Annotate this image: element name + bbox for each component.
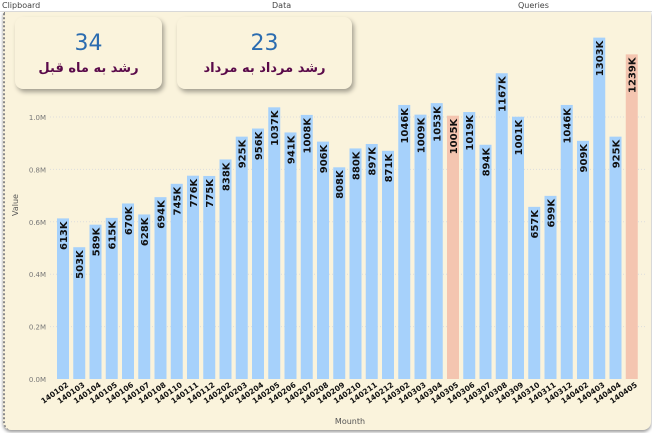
bar (349, 148, 362, 379)
bar (219, 159, 232, 379)
data-label: 909K (579, 143, 590, 173)
kpi-label: رشد به ماه قبل (38, 61, 139, 76)
data-label: 615K (108, 220, 119, 250)
data-label: 906K (319, 143, 330, 173)
data-label: 941K (287, 134, 298, 164)
data-label: 628K (140, 216, 151, 246)
data-label: 956K (254, 130, 265, 160)
bar (300, 114, 313, 380)
ribbon-group-data: Data (272, 1, 292, 10)
data-label: 1019K (465, 114, 476, 151)
bar (463, 112, 476, 379)
bar (187, 175, 199, 379)
bar (625, 54, 638, 380)
bar (235, 136, 248, 379)
data-label: 880K (352, 150, 363, 180)
data-label: 894K (482, 147, 493, 177)
bar (609, 136, 622, 379)
kpi-value: 23 (250, 31, 279, 56)
data-label: 1053K (433, 105, 444, 142)
data-label: 1009K (417, 116, 428, 153)
y-tick-label: 0.6M (29, 219, 46, 227)
y-tick-label: 0.2M (29, 324, 46, 332)
bar (414, 114, 427, 379)
bar (544, 195, 557, 379)
bar (284, 132, 297, 379)
data-label: 589K (92, 226, 103, 256)
data-label: 657K (530, 209, 541, 239)
data-label: 1008K (303, 117, 314, 154)
bar (57, 218, 69, 379)
data-label: 699K (547, 198, 558, 228)
bar (170, 183, 183, 379)
bar (317, 141, 329, 379)
data-label: 745K (173, 186, 184, 216)
bar (333, 167, 346, 379)
data-label: 808K (335, 169, 346, 199)
data-label: 1037K (270, 109, 281, 146)
bar (203, 175, 216, 379)
bar (268, 107, 281, 379)
bar (89, 224, 102, 379)
data-label: 925K (612, 138, 623, 168)
data-label: 871K (384, 153, 395, 183)
data-label: 838K (222, 161, 233, 191)
x-axis-title: Mounth (335, 417, 365, 426)
y-tick-label: 0.4M (29, 271, 46, 279)
bar (365, 143, 378, 379)
data-label: 670K (124, 205, 135, 235)
data-label: 775K (205, 178, 216, 208)
data-label: 897K (368, 146, 379, 176)
data-label: 1239K (628, 56, 639, 93)
bar (398, 104, 411, 379)
data-label: 503K (75, 249, 86, 279)
y-tick-label: 0.8M (29, 166, 46, 174)
data-label: 1001K (514, 118, 525, 155)
bar (154, 197, 167, 379)
bar (593, 37, 606, 379)
kpi-card-yoy-growth[interactable]: 23 رشد مرداد به مرداد (177, 17, 352, 89)
data-label: 1005K (449, 117, 460, 154)
bar (560, 104, 573, 379)
bar (528, 206, 541, 379)
bar (577, 140, 589, 379)
bar (447, 115, 459, 379)
y-tick-label: 0.0M (29, 376, 46, 384)
bar (479, 144, 492, 379)
kpi-value: 34 (74, 31, 103, 56)
kpi-label: رشد مرداد به مرداد (203, 61, 326, 76)
bar (73, 247, 86, 379)
bar (122, 203, 134, 379)
y-tick-label: 1.0M (29, 114, 46, 122)
bar (105, 217, 118, 379)
ribbon-group-queries: Queries (518, 1, 549, 10)
ribbon: Clipboard Data Queries (0, 0, 652, 12)
y-axis-title: Value (11, 194, 20, 216)
bar (138, 214, 151, 379)
bar (382, 150, 394, 379)
data-label: 1303K (595, 39, 606, 76)
bar (430, 103, 443, 379)
bar (252, 128, 264, 379)
data-label: 925K (238, 138, 249, 168)
data-label: 613K (59, 220, 70, 250)
data-label: 1167K (498, 75, 509, 112)
ribbon-group-clipboard: Clipboard (2, 1, 41, 10)
data-label: 776K (189, 177, 200, 207)
bar (495, 73, 508, 379)
data-label: 1046K (400, 107, 411, 144)
kpi-card-monthly-growth[interactable]: 34 رشد به ماه قبل (15, 17, 162, 89)
data-label: 1046K (563, 107, 574, 144)
bar (512, 116, 524, 379)
data-label: 694K (157, 199, 168, 229)
